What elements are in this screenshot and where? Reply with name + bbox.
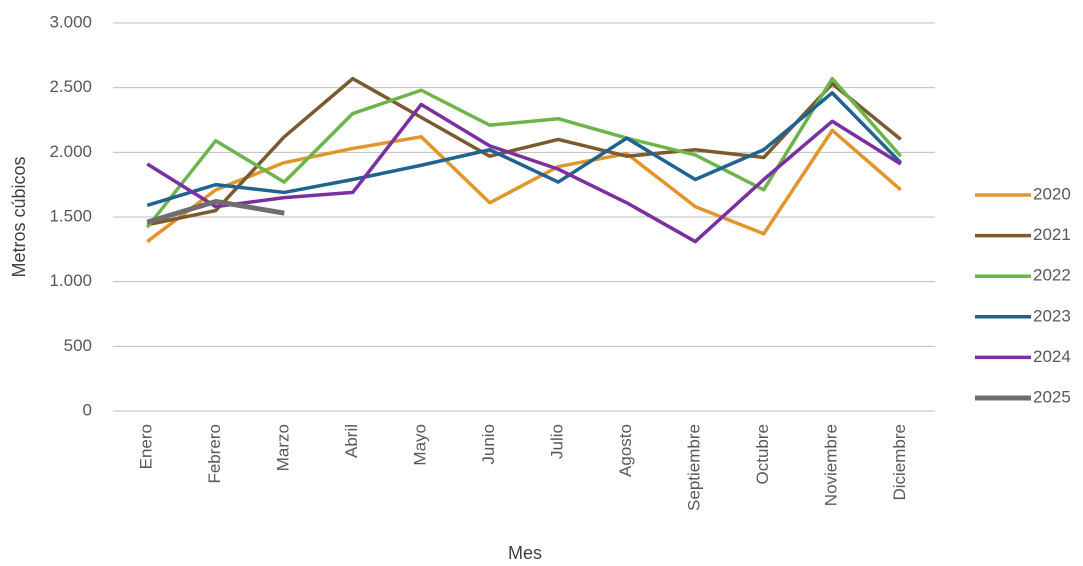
x-tick-label: Junio — [479, 424, 498, 465]
x-tick-label: Enero — [137, 424, 156, 469]
x-tick-label: Mayo — [411, 424, 430, 466]
legend-label: 2023 — [1033, 306, 1071, 325]
x-tick-label: Julio — [548, 424, 567, 459]
y-tick-label: 2.500 — [49, 77, 92, 96]
x-tick-label: Octubre — [753, 424, 772, 484]
x-tick-label: Febrero — [205, 424, 224, 484]
legend-label: 2020 — [1033, 184, 1071, 203]
y-tick-label: 1.500 — [49, 206, 92, 225]
x-tick-label: Diciembre — [890, 424, 909, 501]
y-tick-label: 3.000 — [49, 12, 92, 31]
legend-label: 2024 — [1033, 347, 1071, 366]
series-line — [146, 102, 902, 244]
y-tick-label: 2.000 — [49, 142, 92, 161]
legend-label: 2022 — [1033, 266, 1071, 285]
x-tick-label: Abril — [342, 424, 361, 458]
x-tick-label: Noviembre — [822, 424, 841, 506]
legend-label: 2021 — [1033, 225, 1071, 244]
y-tick-label: 1.000 — [49, 271, 92, 290]
series-line — [146, 76, 902, 227]
legend-label: 2025 — [1033, 387, 1071, 406]
x-axis-title: Mes — [508, 543, 542, 563]
y-axis-title: Metros cúbicos — [9, 156, 29, 277]
x-tick-label: Marzo — [274, 424, 293, 471]
x-tick-label: Septiembre — [685, 424, 704, 511]
y-tick-label: 0 — [83, 400, 92, 419]
y-tick-label: 500 — [64, 336, 92, 355]
series-line — [146, 91, 902, 208]
series-line — [146, 128, 902, 243]
x-tick-label: Agosto — [616, 424, 635, 477]
series-line — [146, 198, 285, 225]
series-line — [145, 76, 903, 229]
